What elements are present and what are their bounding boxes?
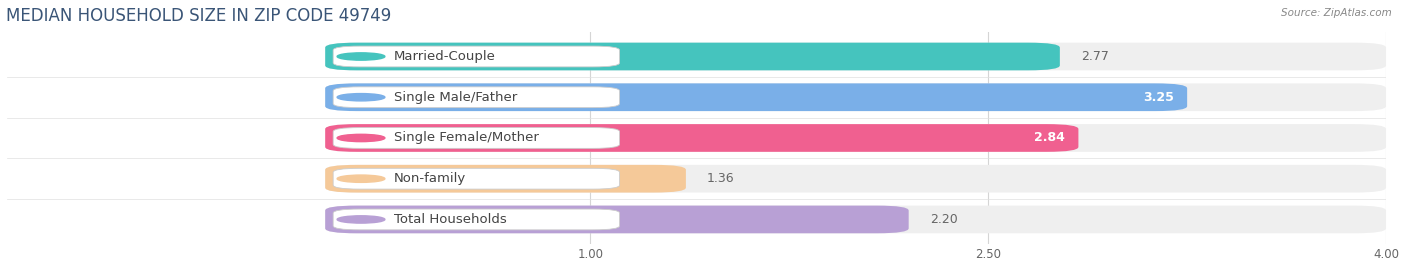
FancyBboxPatch shape (325, 165, 686, 193)
Text: Total Households: Total Households (394, 213, 508, 226)
FancyBboxPatch shape (325, 165, 1386, 193)
Text: MEDIAN HOUSEHOLD SIZE IN ZIP CODE 49749: MEDIAN HOUSEHOLD SIZE IN ZIP CODE 49749 (6, 7, 391, 25)
Text: Single Female/Mother: Single Female/Mother (394, 132, 538, 144)
FancyBboxPatch shape (333, 87, 620, 108)
Circle shape (337, 175, 385, 183)
Text: Non-family: Non-family (394, 172, 467, 185)
FancyBboxPatch shape (325, 206, 1386, 233)
Text: 1.36: 1.36 (707, 172, 735, 185)
FancyBboxPatch shape (325, 43, 1060, 70)
FancyBboxPatch shape (325, 206, 908, 233)
Text: 2.84: 2.84 (1035, 132, 1066, 144)
Text: Source: ZipAtlas.com: Source: ZipAtlas.com (1281, 8, 1392, 18)
Text: 3.25: 3.25 (1143, 91, 1174, 104)
FancyBboxPatch shape (325, 124, 1386, 152)
Circle shape (337, 94, 385, 101)
Text: Single Male/Father: Single Male/Father (394, 91, 517, 104)
Text: Married-Couple: Married-Couple (394, 50, 496, 63)
FancyBboxPatch shape (333, 209, 620, 230)
FancyBboxPatch shape (325, 83, 1187, 111)
FancyBboxPatch shape (325, 43, 1386, 70)
Circle shape (337, 134, 385, 142)
Text: 2.77: 2.77 (1081, 50, 1109, 63)
FancyBboxPatch shape (333, 128, 620, 148)
Text: 2.20: 2.20 (929, 213, 957, 226)
Circle shape (337, 53, 385, 60)
FancyBboxPatch shape (333, 46, 620, 67)
FancyBboxPatch shape (333, 168, 620, 189)
FancyBboxPatch shape (325, 124, 1078, 152)
FancyBboxPatch shape (325, 83, 1386, 111)
Circle shape (337, 216, 385, 223)
